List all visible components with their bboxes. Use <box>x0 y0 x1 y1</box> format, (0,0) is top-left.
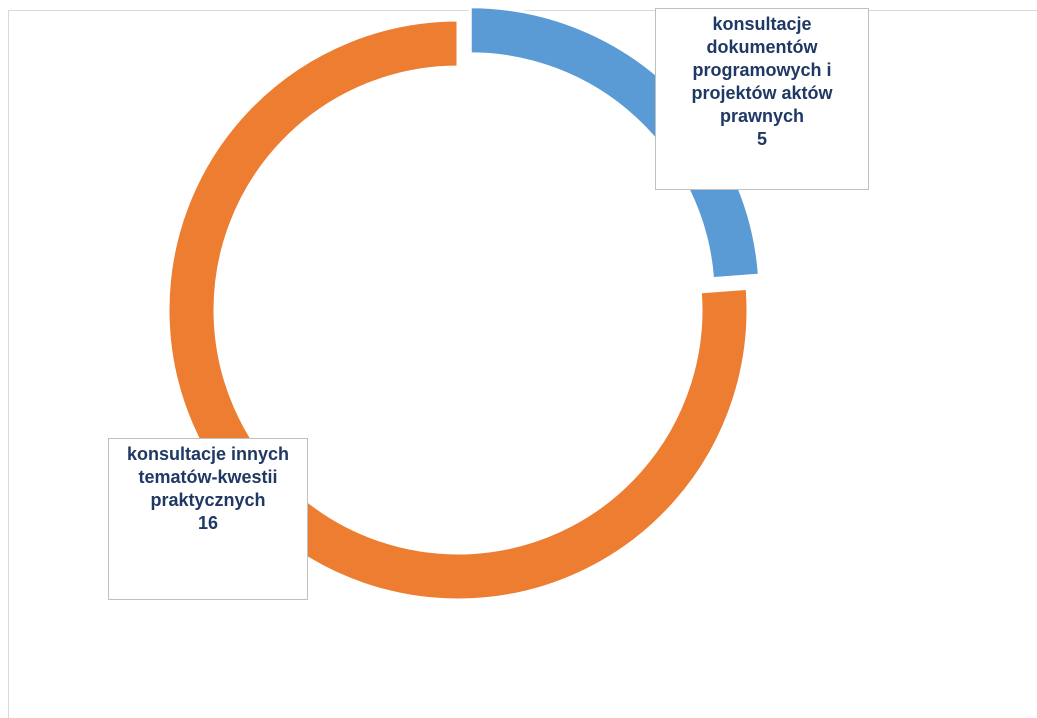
label-category: konsultacje dokumentów programowych i pr… <box>691 14 833 126</box>
label-value: 16 <box>197 513 219 533</box>
data-label: konsultacje dokumentów programowych i pr… <box>655 8 869 190</box>
label-category: konsultacje innych tematów-kwestii prakt… <box>126 444 290 510</box>
donut-slice <box>166 18 750 602</box>
data-label: konsultacje innych tematów-kwestii prakt… <box>108 438 308 600</box>
label-value: 5 <box>756 129 767 149</box>
